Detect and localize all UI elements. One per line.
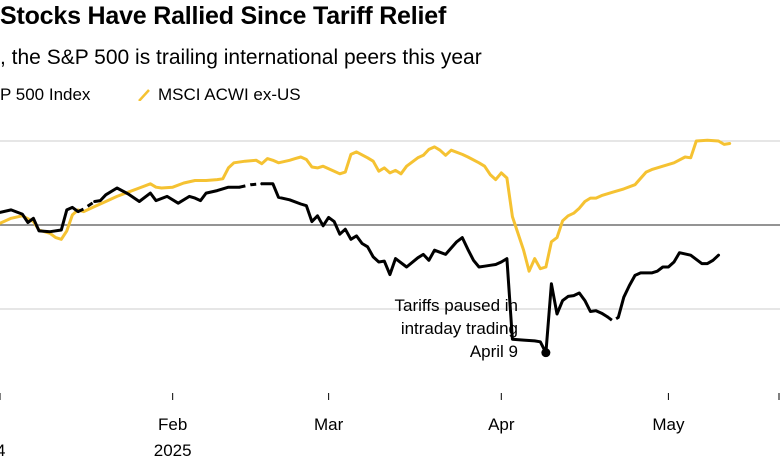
annotation-text-line: intraday trading — [401, 319, 518, 338]
series-sp500-line — [260, 182, 609, 355]
annotation-marker — [541, 348, 551, 358]
x-tick-partial-label: 4 — [0, 441, 5, 460]
annotation-text-line: Tariffs paused in — [395, 296, 518, 315]
series-sp500-line — [616, 251, 720, 319]
chart-subtitle: , the S&P 500 is trailing international … — [0, 46, 482, 69]
legend-label-sp500: P 500 Index — [0, 85, 91, 104]
x-tick-label: May — [652, 415, 685, 434]
x-tick-sublabel: 2025 — [154, 441, 192, 460]
x-tick-label: Feb — [158, 415, 187, 434]
x-tick-label: Apr — [488, 415, 515, 434]
legend-label-acwi: MSCI ACWI ex-US — [158, 85, 301, 104]
legend-swatch-acwi-mark — [138, 89, 150, 101]
annotation-text-line: April 9 — [470, 342, 518, 361]
series-sp500-line — [93, 185, 241, 205]
series-sp500-line — [0, 205, 80, 234]
chart-title: Stocks Have Rallied Since Tariff Relief — [0, 2, 447, 30]
series-sp500-line-dashed — [606, 315, 620, 323]
series-sp500-line-dashed — [239, 182, 262, 189]
x-tick-label: Mar — [314, 415, 344, 434]
series-acwi-line — [0, 138, 732, 273]
legend-swatch-acwi — [138, 89, 150, 101]
series-sp500-line-dashed — [77, 200, 96, 213]
